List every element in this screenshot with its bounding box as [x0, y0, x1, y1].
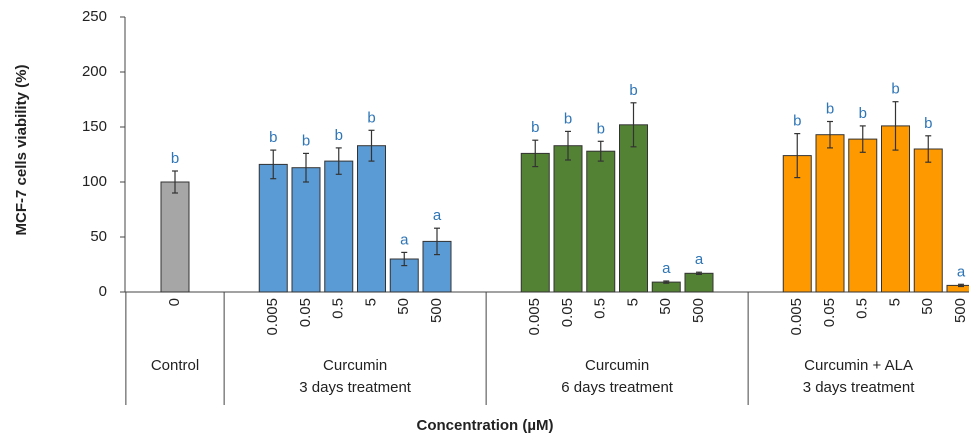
significance-letter: a: [433, 207, 442, 224]
bar: [324, 160, 354, 293]
x-tick-label: 50: [919, 298, 936, 315]
bar: [291, 167, 321, 293]
bar: [160, 181, 190, 293]
group-label: Curcumin + ALA: [804, 357, 913, 374]
significance-letter: a: [957, 263, 966, 280]
x-tick-label: 0.5: [330, 298, 347, 319]
significance-letter: a: [695, 251, 704, 268]
significance-letter: b: [367, 109, 375, 126]
x-tick-label: 500: [428, 298, 445, 323]
x-axis-title: Concentration (µM): [417, 417, 554, 434]
significance-letter: b: [335, 127, 343, 144]
x-tick-label: 0.05: [821, 298, 838, 327]
bar: [520, 152, 550, 293]
x-tick-label: 5: [362, 298, 379, 306]
x-tick-label: 0.05: [297, 298, 314, 327]
group-label: 3 days treatment: [803, 379, 916, 396]
bar: [357, 145, 386, 293]
significance-letter: b: [269, 129, 277, 146]
x-tick-label: 0.005: [264, 298, 281, 336]
bar: [815, 134, 845, 293]
significance-letter: b: [859, 105, 867, 122]
x-tick-label: 0.005: [788, 298, 805, 336]
group-label: 6 days treatment: [561, 379, 674, 396]
x-tick-label: 0: [166, 298, 183, 306]
x-tick-label: 50: [657, 298, 674, 315]
group-label: Control: [151, 357, 199, 374]
x-tick-label: 500: [952, 298, 969, 323]
bar: [684, 272, 714, 293]
significance-letter: b: [597, 120, 605, 137]
x-tick-label: 0.5: [854, 298, 871, 319]
significance-letter: b: [564, 110, 572, 127]
x-tick-label: 0.05: [559, 298, 576, 327]
group-label: 3 days treatment: [299, 379, 412, 396]
significance-letter: b: [826, 100, 834, 117]
x-tick-label: 5: [624, 298, 641, 306]
y-tick-label: 150: [82, 118, 107, 135]
x-tick-label: 0.5: [592, 298, 609, 319]
y-axis-title: MCF-7 cells viability (%): [13, 65, 30, 236]
bar: [782, 155, 812, 293]
y-tick-label: 50: [90, 228, 107, 245]
y-tick-label: 250: [82, 8, 107, 25]
significance-letter: b: [531, 119, 539, 136]
significance-letter: b: [793, 113, 801, 130]
group-label: Curcumin: [585, 357, 649, 374]
significance-letter: a: [662, 260, 671, 277]
significance-letter: b: [924, 115, 932, 132]
bar: [553, 145, 583, 293]
significance-letter: b: [629, 82, 637, 99]
y-tick-label: 200: [82, 63, 107, 80]
significance-letter: b: [171, 150, 179, 167]
bar: [881, 125, 910, 293]
bar: [913, 148, 943, 293]
bar: [258, 163, 288, 293]
y-tick-label: 100: [82, 173, 107, 190]
significance-letter: a: [400, 231, 409, 248]
x-tick-label: 5: [886, 298, 903, 306]
bar: [619, 124, 648, 293]
bar: [848, 138, 878, 293]
y-tick-label: 0: [99, 283, 107, 300]
significance-letter: b: [302, 132, 310, 149]
x-tick-label: 0.005: [526, 298, 543, 336]
group-label: Curcumin: [323, 357, 387, 374]
x-tick-label: 50: [395, 298, 412, 315]
significance-letter: b: [891, 81, 899, 98]
x-tick-label: 500: [690, 298, 707, 323]
bar: [586, 150, 616, 293]
